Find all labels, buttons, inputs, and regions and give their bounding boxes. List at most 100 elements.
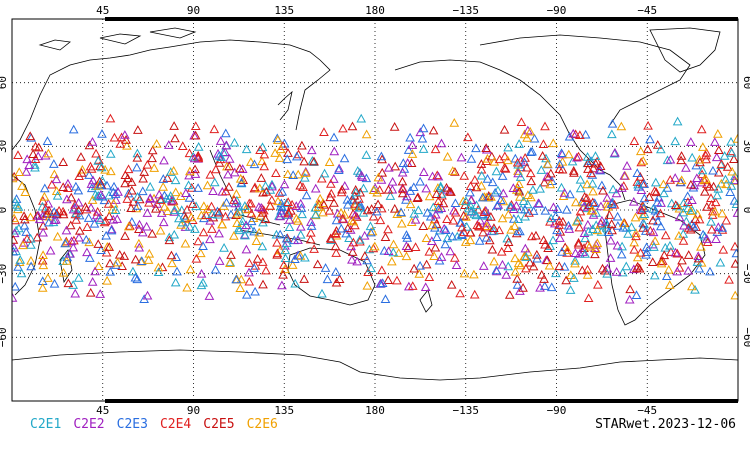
data-point-c2e6 bbox=[449, 117, 460, 127]
data-point-c2e2 bbox=[681, 162, 691, 172]
data-point-c2e4 bbox=[324, 205, 335, 215]
data-point-c2e3 bbox=[603, 227, 614, 237]
data-point-c2e4 bbox=[244, 258, 255, 267]
lon-tick-label-top: 90 bbox=[187, 4, 200, 17]
legend-item-c2e1: C2E1 bbox=[30, 417, 62, 432]
data-point-c2e1 bbox=[240, 230, 250, 240]
data-point-c2e3 bbox=[246, 216, 257, 226]
data-point-c2e5 bbox=[121, 134, 131, 144]
data-point-c2e4 bbox=[516, 117, 527, 126]
data-point-c2e6 bbox=[476, 180, 487, 190]
data-point-c2e6 bbox=[544, 260, 555, 270]
data-point-c2e4 bbox=[574, 222, 585, 232]
data-point-c2e4 bbox=[257, 257, 268, 266]
data-point-c2e6 bbox=[367, 226, 378, 236]
data-point-c2e3 bbox=[527, 146, 537, 156]
data-point-c2e6 bbox=[407, 149, 418, 158]
data-point-c2e1 bbox=[418, 144, 429, 153]
data-point-c2e6 bbox=[295, 250, 306, 260]
data-point-c2e4 bbox=[350, 199, 360, 208]
data-point-c2e5 bbox=[670, 200, 681, 210]
data-point-c2e2 bbox=[570, 248, 581, 257]
data-point-c2e2 bbox=[418, 167, 429, 177]
data-point-c2e2 bbox=[51, 174, 62, 184]
data-point-c2e2 bbox=[617, 183, 627, 192]
data-point-c2e4 bbox=[207, 224, 217, 233]
data-point-c2e6 bbox=[716, 178, 727, 188]
data-point-c2e4 bbox=[246, 198, 256, 208]
data-point-c2e4 bbox=[155, 195, 166, 204]
data-point-c2e3 bbox=[520, 204, 530, 214]
data-point-c2e5 bbox=[133, 125, 143, 134]
data-point-c2e2 bbox=[407, 140, 418, 149]
data-point-c2e4 bbox=[205, 169, 216, 179]
data-point-c2e5 bbox=[476, 159, 487, 168]
data-point-c2e5 bbox=[169, 121, 179, 130]
data-point-c2e5 bbox=[151, 203, 161, 213]
data-point-c2e2 bbox=[95, 289, 106, 298]
data-point-c2e4 bbox=[177, 141, 188, 150]
data-point-c2e3 bbox=[361, 173, 372, 183]
data-point-c2e6 bbox=[482, 153, 493, 163]
data-point-c2e3 bbox=[12, 281, 21, 291]
data-point-c2e4 bbox=[701, 147, 712, 157]
data-point-c2e6 bbox=[225, 258, 235, 267]
data-point-c2e1 bbox=[319, 168, 330, 178]
data-point-c2e6 bbox=[38, 250, 48, 260]
data-point-c2e6 bbox=[372, 187, 382, 197]
data-point-c2e5 bbox=[539, 177, 550, 187]
data-point-c2e3 bbox=[380, 294, 391, 304]
data-point-c2e5 bbox=[652, 140, 663, 149]
data-point-c2e5 bbox=[526, 176, 537, 186]
data-point-c2e4 bbox=[540, 239, 550, 249]
data-point-c2e5 bbox=[579, 192, 590, 201]
data-point-c2e2 bbox=[594, 164, 605, 174]
data-point-c2e3 bbox=[105, 266, 116, 276]
data-point-c2e4 bbox=[433, 196, 444, 206]
data-point-c2e2 bbox=[204, 291, 215, 300]
data-point-c2e4 bbox=[604, 210, 615, 219]
data-point-c2e1 bbox=[105, 149, 116, 158]
data-point-c2e1 bbox=[681, 216, 692, 226]
data-point-c2e4 bbox=[672, 248, 683, 258]
data-point-c2e3 bbox=[491, 265, 502, 275]
data-point-c2e1 bbox=[514, 139, 524, 148]
data-point-c2e6 bbox=[202, 180, 213, 190]
data-point-c2e4 bbox=[429, 214, 440, 224]
data-point-c2e1 bbox=[257, 241, 268, 251]
data-point-c2e4 bbox=[186, 183, 197, 192]
data-point-c2e2 bbox=[21, 167, 32, 176]
data-point-c2e1 bbox=[678, 198, 689, 208]
data-point-c2e2 bbox=[345, 225, 356, 234]
data-point-c2e4 bbox=[47, 179, 57, 189]
data-point-c2e6 bbox=[421, 233, 432, 243]
data-point-c2e1 bbox=[726, 148, 737, 157]
data-point-c2e6 bbox=[687, 281, 697, 291]
data-point-c2e5 bbox=[383, 184, 394, 194]
data-point-c2e1 bbox=[650, 177, 661, 187]
data-point-c2e6 bbox=[232, 218, 242, 228]
data-point-c2e4 bbox=[191, 253, 202, 263]
data-point-c2e1 bbox=[13, 202, 24, 211]
data-point-c2e1 bbox=[165, 191, 176, 200]
data-point-c2e6 bbox=[674, 230, 684, 240]
data-point-c2e3 bbox=[540, 205, 551, 215]
data-point-c2e4 bbox=[459, 227, 469, 237]
data-point-c2e2 bbox=[433, 171, 444, 181]
data-point-c2e1 bbox=[350, 187, 361, 197]
data-point-c2e3 bbox=[552, 225, 562, 235]
data-point-c2e5 bbox=[74, 225, 85, 235]
data-point-c2e6 bbox=[562, 245, 573, 254]
data-point-c2e5 bbox=[676, 155, 686, 165]
data-point-c2e4 bbox=[287, 199, 297, 209]
data-point-c2e5 bbox=[584, 200, 594, 210]
data-point-c2e2 bbox=[635, 204, 646, 214]
data-point-c2e4 bbox=[521, 162, 532, 172]
data-point-c2e1 bbox=[191, 201, 201, 211]
data-point-c2e5 bbox=[120, 170, 131, 180]
data-point-c2e5 bbox=[598, 185, 608, 195]
data-point-c2e3 bbox=[301, 190, 312, 200]
data-point-c2e6 bbox=[182, 282, 192, 292]
data-point-c2e2 bbox=[648, 227, 659, 237]
data-point-c2e3 bbox=[731, 248, 738, 258]
